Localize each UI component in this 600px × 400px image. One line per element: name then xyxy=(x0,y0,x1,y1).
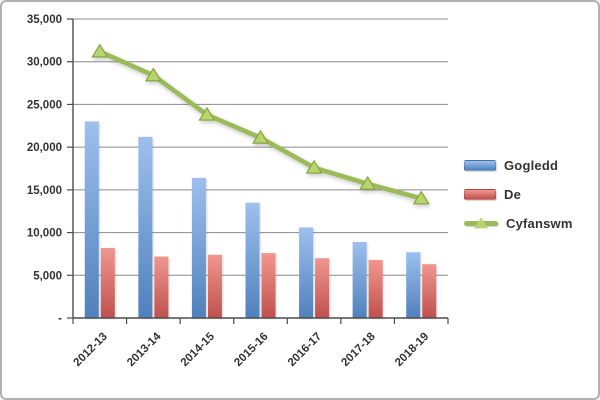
bar-gogledd-2015-16 xyxy=(245,202,260,318)
legend-item-cyfanswm: Cyfanswm xyxy=(464,216,573,231)
cyfanswm-line xyxy=(91,43,430,205)
triangle-marker-icon xyxy=(474,216,488,228)
axes xyxy=(67,18,449,324)
triangle-marker-2013-14 xyxy=(144,67,162,82)
bar-gogledd-2016-17 xyxy=(299,227,314,318)
x-tick-label: 2013-14 xyxy=(125,330,164,369)
triangle-marker-2018-19 xyxy=(412,190,430,205)
cyfanswm-line-swatch-icon xyxy=(464,216,498,228)
y-tick-label: 30,000 xyxy=(27,57,62,69)
x-tick-label: 2017-18 xyxy=(339,330,378,369)
bar-de-2013-14 xyxy=(154,256,169,318)
triangle-marker-2017-18 xyxy=(359,175,377,190)
bar-de-2017-18 xyxy=(368,259,383,318)
triangle-marker-2014-15 xyxy=(198,106,216,121)
legend-item-de: De xyxy=(464,187,573,202)
bar-gogledd-2012-13 xyxy=(84,121,99,318)
y-tick-label: - xyxy=(58,313,62,325)
bar-gogledd-2018-19 xyxy=(406,252,421,318)
bar-gogledd-2013-14 xyxy=(138,136,153,318)
x-tick-label: 2015-16 xyxy=(232,331,270,369)
de-bar-swatch-icon xyxy=(464,189,496,200)
legend-label-gogledd: Gogledd xyxy=(504,158,559,173)
triangle-marker-2012-13 xyxy=(91,43,109,58)
bar-de-2014-15 xyxy=(207,254,222,318)
x-tick-label: 2018-19 xyxy=(393,331,431,369)
y-axis-labels: - 5,000 10,000 15,000 20,000 25,000 30,000 35,0… xyxy=(27,14,62,325)
legend-item-gogledd: Gogledd xyxy=(464,158,573,173)
x-tick-label: 2016-17 xyxy=(286,331,324,369)
bar-series xyxy=(84,121,437,318)
bar-de-2016-17 xyxy=(315,258,330,318)
x-axis-labels: 2012-13 2013-14 2014-15 2015-16 2016-17 2017-… xyxy=(72,330,432,369)
bar-gogledd-2017-18 xyxy=(352,241,367,318)
bar-de-2012-13 xyxy=(100,247,115,318)
triangle-marker-2016-17 xyxy=(305,159,323,174)
y-tick-label: 25,000 xyxy=(27,99,62,111)
legend: Gogledd De Cyfanswm xyxy=(464,158,573,231)
x-tick-label: 2012-13 xyxy=(72,331,110,369)
y-tick-label: 15,000 xyxy=(27,185,62,197)
gridlines xyxy=(73,18,448,276)
triangle-marker-2015-16 xyxy=(252,129,269,144)
bar-gogledd-2014-15 xyxy=(191,177,206,318)
y-tick-label: 5,000 xyxy=(33,270,62,282)
legend-label-cyfanswm: Cyfanswm xyxy=(506,216,573,231)
gogledd-bar-swatch-icon xyxy=(464,160,496,171)
y-tick-label: 10,000 xyxy=(27,228,62,240)
legend-label-de: De xyxy=(504,187,522,202)
y-tick-label: 35,000 xyxy=(27,14,62,26)
y-tick-label: 20,000 xyxy=(27,142,62,154)
bar-de-2018-19 xyxy=(422,264,437,318)
x-tick-label: 2014-15 xyxy=(179,330,218,369)
bar-de-2015-16 xyxy=(261,253,276,318)
